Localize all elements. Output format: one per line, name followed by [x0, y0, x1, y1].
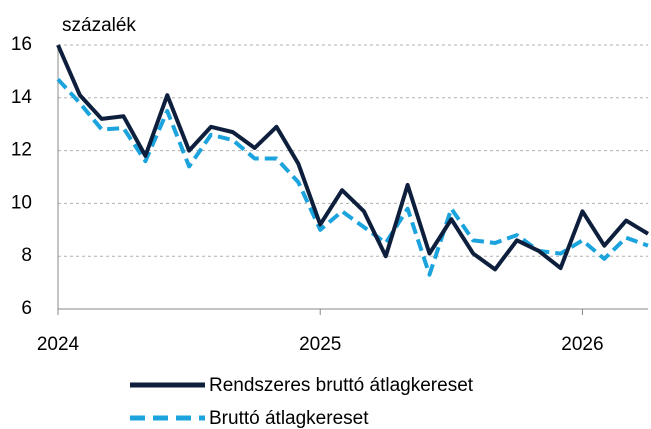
unit-label: százalék	[62, 15, 136, 36]
x-tick-label: 2026	[561, 334, 603, 355]
legend-label: Rendszeres bruttó átlagkereset	[209, 375, 474, 396]
legend-label: Bruttó átlagkereset	[209, 408, 369, 429]
series-line	[56, 44, 650, 272]
y-tick-label: 16	[11, 34, 32, 55]
y-tick-label: 8	[21, 245, 32, 266]
x-tick-label: 2024	[37, 334, 80, 355]
x-tick-label: 2025	[299, 334, 341, 355]
series-line	[56, 77, 649, 277]
y-tick-label: 10	[11, 192, 32, 213]
y-tick-label: 6	[21, 298, 32, 319]
y-tick-label: 12	[11, 140, 32, 161]
y-tick-label: 14	[11, 87, 33, 108]
